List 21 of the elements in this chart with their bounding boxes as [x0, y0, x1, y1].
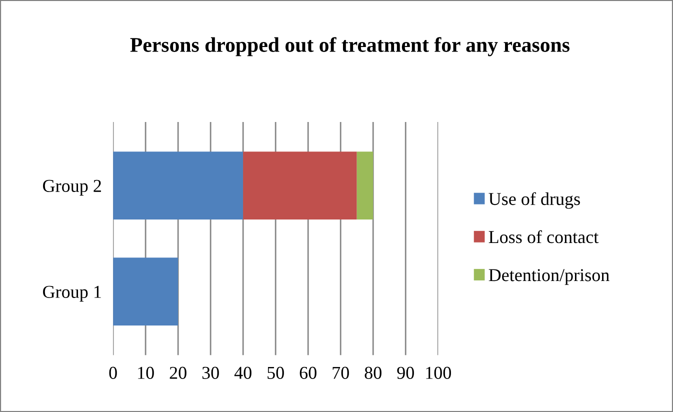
legend-label: Use of drugs — [488, 192, 580, 209]
x-tick-label: 10 — [138, 366, 154, 379]
bar — [356, 152, 374, 220]
x-tick-label: 30 — [202, 366, 219, 379]
x-tick-label: 40 — [234, 366, 252, 379]
bar — [113, 258, 178, 326]
legend-label: Detention/prison — [488, 269, 610, 285]
x-tick-label: 50 — [268, 366, 284, 379]
x-tick-label: 90 — [397, 366, 414, 379]
x-tick-label: 60 — [300, 366, 316, 379]
x-tick-label: 100 — [426, 366, 451, 379]
y-tick-label: Group 2 — [43, 180, 101, 196]
x-tick-label: 0 — [109, 366, 117, 379]
x-tick-label: 80 — [364, 366, 382, 379]
bar — [243, 152, 357, 220]
x-tick-label: 20 — [170, 366, 186, 379]
chart-title: Persons dropped out of treatment for any reasons — [130, 37, 570, 56]
y-tick-label: Group 1 — [43, 286, 101, 302]
bar — [113, 152, 244, 220]
legend-label: Loss of contact — [488, 230, 599, 244]
x-tick-label: 70 — [332, 366, 349, 379]
